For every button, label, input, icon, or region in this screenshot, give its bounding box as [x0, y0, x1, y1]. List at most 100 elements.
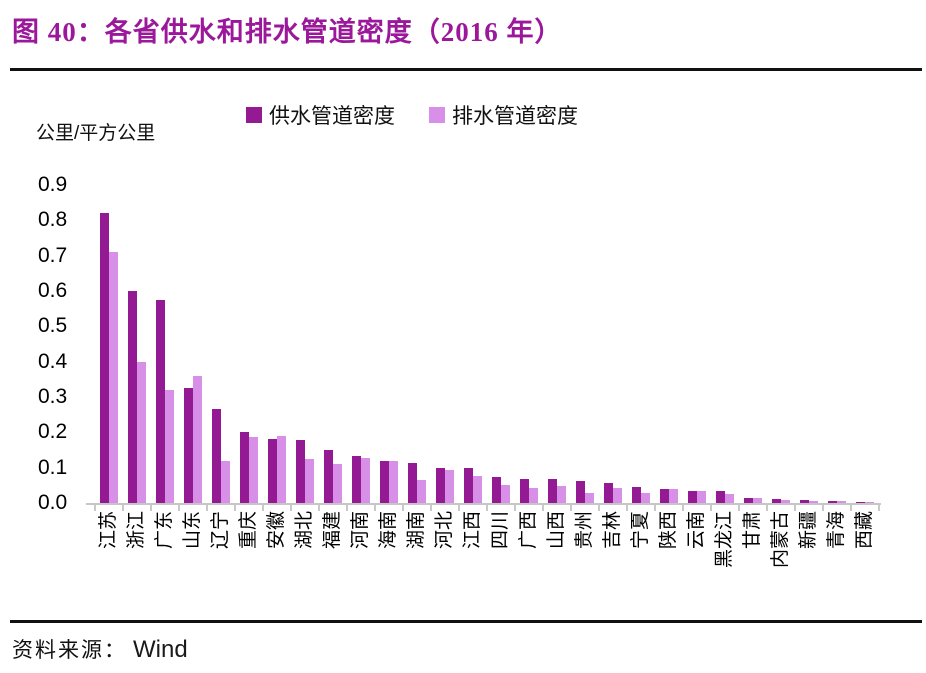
axis-tick: [458, 505, 460, 511]
x-axis-label: 宁夏: [630, 511, 651, 550]
x-axis-label: 新疆: [798, 511, 819, 550]
x-axis-label-box: 河北: [431, 511, 459, 636]
x-axis-label-box: 湖北: [291, 511, 319, 636]
y-tick-label: 0.1: [38, 455, 68, 479]
drainage-bar: [109, 252, 118, 503]
x-axis-label: 山东: [182, 511, 203, 550]
drainage-bar: [529, 487, 538, 503]
bar-group: [95, 185, 123, 503]
axis-tick: [514, 505, 516, 511]
x-axis-label-box: 黑龙江: [711, 511, 739, 636]
x-axis-label: 江苏: [98, 511, 119, 550]
x-axis-label-box: 西藏: [851, 511, 879, 636]
y-tick-label: 0.8: [38, 208, 68, 232]
bar-group: [459, 185, 487, 503]
supply-bar: [800, 499, 809, 503]
axis-tick: [682, 505, 684, 511]
bar-group: [291, 185, 319, 503]
x-axis-label-box: 吉林: [599, 511, 627, 636]
x-axis-label-box: 福建: [319, 511, 347, 636]
supply-bar: [660, 488, 669, 503]
supply-bar: [464, 468, 473, 503]
y-tick-label: 0.5: [38, 314, 68, 338]
supply-bar: [436, 467, 445, 503]
drainage-bar: [389, 461, 398, 503]
x-axis-label-box: 安徽: [263, 511, 291, 636]
x-axis-label: 安徽: [266, 511, 287, 550]
x-axis-label: 黑龙江: [714, 511, 735, 569]
supply-bar: [380, 460, 389, 503]
x-axis-label-box: 浙江: [123, 511, 151, 636]
bar-group: [235, 185, 263, 503]
supply-bar: [100, 213, 109, 503]
x-axis-label-box: 宁夏: [627, 511, 655, 636]
axis-tick: [262, 505, 264, 511]
legend-item-drainage: 排水管道密度: [429, 100, 578, 130]
drainage-bar: [641, 492, 650, 503]
supply-bar: [632, 486, 641, 503]
x-axis-label-box: 青海: [823, 511, 851, 636]
supply-bar: [268, 439, 277, 503]
x-axis-label-box: 重庆: [235, 511, 263, 636]
axis-tick: [766, 505, 768, 511]
x-axis-label-box: 内蒙古: [767, 511, 795, 636]
axis-tick: [402, 505, 404, 511]
axis-tick: [486, 505, 488, 511]
supply-bar: [828, 500, 837, 503]
y-axis-unit-label: 公里/平方公里: [36, 123, 156, 144]
drainage-bar: [277, 435, 286, 503]
supply-bar: [772, 499, 781, 503]
axis-tick: [794, 505, 796, 511]
x-axis-label-box: 江苏: [95, 511, 123, 636]
axis-tick: [178, 505, 180, 511]
bar-group: [375, 185, 403, 503]
axis-tick: [626, 505, 628, 511]
drainage-bar: [445, 469, 454, 503]
drainage-bar: [865, 502, 874, 503]
supply-bar: [212, 409, 221, 503]
x-axis-label-box: 广西: [515, 511, 543, 636]
y-tick-label: 0.4: [38, 349, 68, 373]
bar-group: [711, 185, 739, 503]
supply-bar: [520, 478, 529, 503]
x-axis-label-box: 湖南: [403, 511, 431, 636]
drainage-bar: [781, 500, 790, 503]
drainage-bar: [753, 498, 762, 503]
axis-tick: [598, 505, 600, 511]
legend: 供水管道密度 排水管道密度: [246, 100, 578, 130]
drainage-bar: [725, 494, 734, 503]
drainage-bar: [557, 485, 566, 503]
supply-bar: [492, 476, 501, 503]
bar-group: [123, 185, 151, 503]
supply-bar: [576, 481, 585, 503]
x-axis-label: 河北: [434, 511, 455, 550]
bar-group: [151, 185, 179, 503]
y-tick-label: 0.6: [38, 279, 68, 302]
legend-label: 供水管道密度: [269, 105, 395, 128]
x-axis-label: 浙江: [126, 511, 147, 550]
drainage-bar: [417, 480, 426, 503]
x-axis-label: 甘肃: [742, 511, 763, 550]
bar-group: [487, 185, 515, 503]
x-axis-label: 广西: [518, 511, 539, 550]
x-axis-label: 吉林: [602, 511, 623, 550]
bar-group: [403, 185, 431, 503]
axis-tick: [290, 505, 292, 511]
x-axis-label: 云南: [686, 511, 707, 550]
axis-tick: [822, 505, 824, 511]
axis-tick: [374, 505, 376, 511]
x-axis-label-box: 海南: [375, 511, 403, 636]
bar-chart: 供水管道密度 排水管道密度 公里/平方公里 0.9 0.8 0.7 0.6 0.5 0.4 0…: [36, 100, 881, 568]
drainage-bar: [585, 493, 594, 503]
drainage-bar: [613, 488, 622, 503]
y-tick-label: 0.3: [38, 385, 68, 408]
bar-group: [767, 185, 795, 503]
supply-bar: [688, 490, 697, 503]
y-tick-label: 0.7: [38, 243, 68, 267]
bar-group: [851, 185, 879, 503]
y-tick-label: 0.9: [38, 173, 68, 196]
axis-tick: [710, 505, 712, 511]
supply-bar: [352, 456, 361, 503]
x-axis-label: 广东: [154, 511, 175, 550]
y-tick-label: 0.2: [38, 420, 68, 444]
